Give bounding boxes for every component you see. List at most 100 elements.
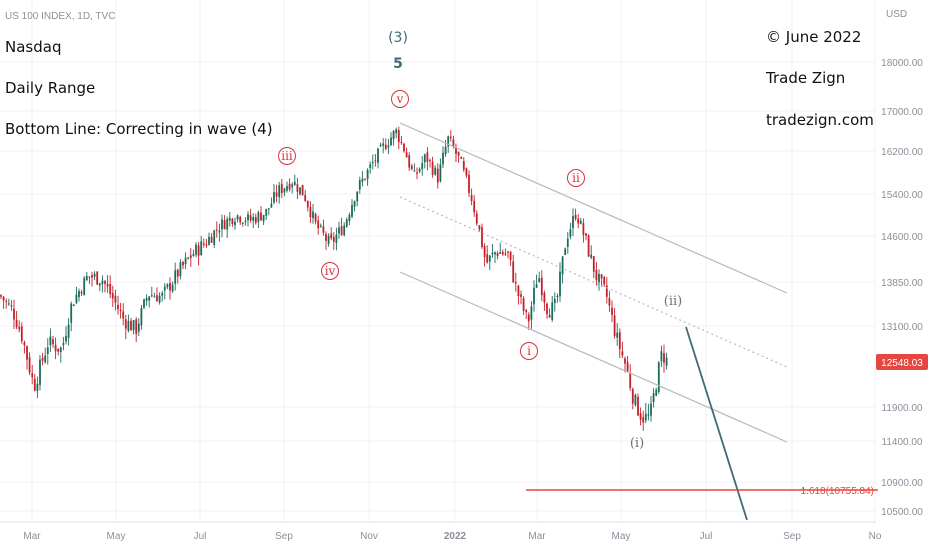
candle-body [319, 225, 322, 227]
candle-body [67, 324, 70, 338]
channel-upper-line[interactable] [399, 122, 788, 294]
candle-body [522, 298, 525, 311]
candle-body [457, 151, 460, 156]
candle-body [540, 277, 543, 296]
candle-body [395, 129, 398, 134]
wave-label-ii: ii [572, 171, 580, 185]
candle-body [665, 357, 668, 366]
candle-body [468, 174, 470, 193]
candle-body [392, 130, 395, 140]
candle-body [234, 221, 236, 226]
candle-body [663, 353, 665, 363]
candle-body [512, 261, 515, 283]
candle-body [312, 211, 314, 219]
y-tick-label: 10500.00 [881, 507, 923, 518]
candle-body [46, 347, 49, 354]
candle-body [592, 256, 595, 272]
candle-body [101, 280, 104, 285]
wave-circle-i [520, 342, 538, 360]
candle-body [621, 351, 624, 356]
candle-body [291, 184, 294, 188]
x-tick-label: Mar [528, 531, 546, 542]
candle-body [249, 215, 252, 221]
candle-body [652, 393, 655, 402]
candle-body [616, 332, 619, 338]
candle-body [371, 162, 374, 164]
candle-body [525, 310, 528, 312]
candle-body [509, 251, 512, 261]
candle-body [559, 271, 561, 297]
candle-body [41, 357, 44, 361]
candle-body [390, 137, 392, 146]
candle-body [650, 403, 652, 416]
candle-body [150, 295, 153, 297]
projection-line[interactable] [685, 326, 748, 521]
last-price-badge[interactable] [876, 354, 928, 370]
candle-body [618, 332, 621, 350]
candle-body [460, 157, 463, 159]
channel-lower-line[interactable] [399, 271, 788, 443]
candle-body [338, 227, 340, 234]
candle-body [429, 159, 431, 162]
candles [0, 126, 668, 431]
candle-body [447, 136, 450, 147]
candle-body [23, 342, 26, 346]
candle-body [358, 180, 361, 190]
candle-body [184, 257, 187, 264]
candle-body [322, 226, 325, 233]
candle-body [384, 144, 387, 149]
x-tick-label: May [612, 531, 631, 542]
candle-body [444, 146, 447, 155]
candle-body [655, 389, 658, 396]
candle-body [397, 130, 400, 143]
candle-body [93, 273, 96, 277]
candle-body [639, 413, 642, 420]
candle-body [158, 295, 161, 303]
candle-body [364, 178, 366, 180]
candle-body [501, 251, 504, 255]
wave-circle-v [391, 90, 409, 108]
candle-body [431, 161, 434, 175]
candle-body [192, 253, 195, 256]
candle-body [325, 234, 327, 241]
candle-body [171, 284, 174, 292]
candle-body [7, 303, 10, 305]
candle-body [587, 235, 590, 257]
candle-body [382, 143, 385, 146]
candle-body [577, 218, 580, 224]
candle-body [148, 296, 151, 301]
candle-body [270, 203, 273, 208]
candle-body [579, 220, 582, 224]
candle-body [226, 218, 229, 230]
candle-body [530, 306, 533, 320]
candle-body [533, 287, 535, 305]
candle-body [494, 252, 496, 255]
candle-body [496, 253, 499, 257]
candle-body [252, 217, 255, 221]
candle-body [418, 168, 421, 172]
candle-body [600, 274, 603, 279]
candle-body [327, 235, 330, 244]
candle-body [205, 244, 208, 246]
candle-body [10, 305, 13, 307]
last-price-label: 12548.03 [881, 358, 923, 369]
channel-mid-line[interactable] [399, 196, 788, 368]
candle-body [634, 394, 637, 405]
candle-body [374, 160, 377, 162]
candle-body [605, 285, 608, 297]
candle-body [0, 295, 2, 297]
candle-body [452, 139, 455, 148]
candle-body [465, 168, 468, 176]
candle-body [176, 269, 179, 277]
wave-circle-iv [321, 262, 339, 280]
candle-body [104, 281, 106, 284]
candle-body [306, 201, 309, 208]
candle-body [109, 283, 112, 295]
candle-body [413, 170, 416, 172]
candle-body [546, 303, 548, 315]
candle-body [174, 270, 177, 284]
candle-body [421, 163, 424, 170]
y-tick-label: 10900.00 [881, 478, 923, 489]
candle-body [403, 143, 405, 152]
